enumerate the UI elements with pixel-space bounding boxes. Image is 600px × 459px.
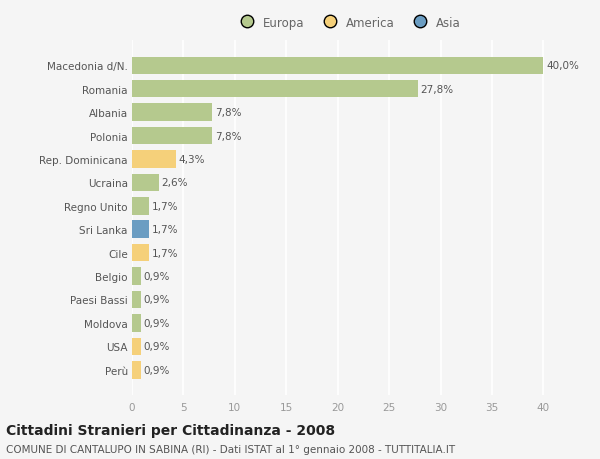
Bar — [132, 57, 544, 75]
Bar — [132, 291, 141, 308]
Bar — [132, 128, 212, 145]
Text: 0,9%: 0,9% — [144, 318, 170, 328]
Bar — [132, 244, 149, 262]
Bar — [132, 268, 141, 285]
Bar — [132, 174, 159, 192]
Text: 1,7%: 1,7% — [152, 248, 179, 258]
Text: 40,0%: 40,0% — [546, 61, 579, 71]
Text: 2,6%: 2,6% — [161, 178, 188, 188]
Text: 1,7%: 1,7% — [152, 225, 179, 235]
Bar — [132, 338, 141, 355]
Text: 1,7%: 1,7% — [152, 202, 179, 211]
Bar — [132, 221, 149, 239]
Bar — [132, 81, 418, 98]
Text: COMUNE DI CANTALUPO IN SABINA (RI) - Dati ISTAT al 1° gennaio 2008 - TUTTITALIA.: COMUNE DI CANTALUPO IN SABINA (RI) - Dat… — [6, 444, 455, 454]
Text: 0,9%: 0,9% — [144, 271, 170, 281]
Text: 0,9%: 0,9% — [144, 365, 170, 375]
Text: 0,9%: 0,9% — [144, 295, 170, 305]
Legend: Europa, America, Asia: Europa, America, Asia — [231, 12, 465, 34]
Bar — [132, 151, 176, 168]
Text: 7,8%: 7,8% — [215, 108, 241, 118]
Text: 27,8%: 27,8% — [421, 84, 454, 95]
Text: 7,8%: 7,8% — [215, 131, 241, 141]
Bar — [132, 197, 149, 215]
Text: 0,9%: 0,9% — [144, 341, 170, 352]
Bar — [132, 361, 141, 379]
Text: Cittadini Stranieri per Cittadinanza - 2008: Cittadini Stranieri per Cittadinanza - 2… — [6, 423, 335, 437]
Text: 4,3%: 4,3% — [179, 155, 205, 165]
Bar — [132, 314, 141, 332]
Bar — [132, 104, 212, 122]
